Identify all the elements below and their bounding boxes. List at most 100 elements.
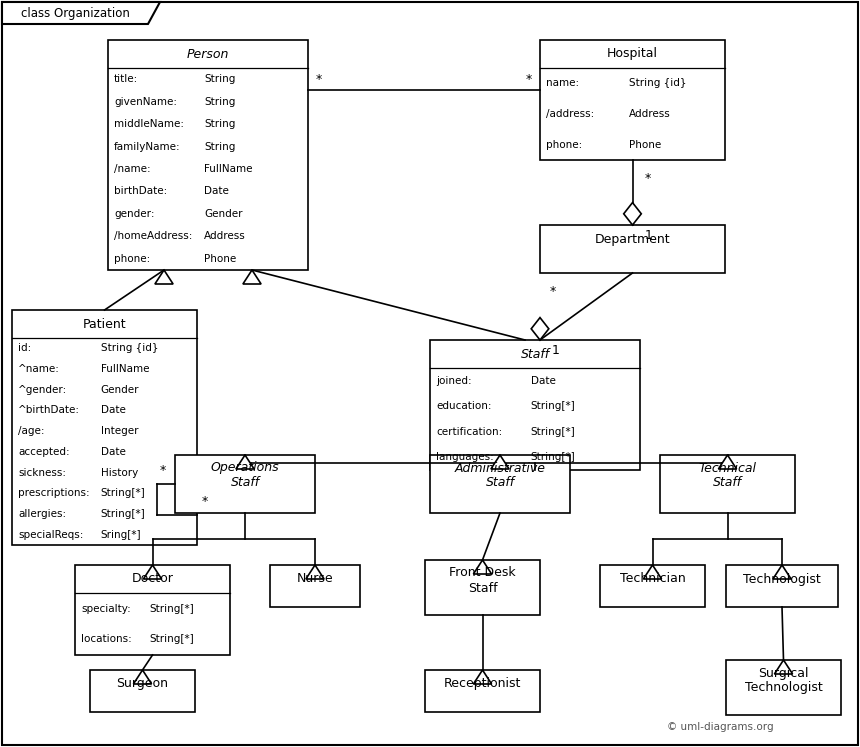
Text: Staff: Staff	[230, 477, 260, 489]
Text: languages:: languages:	[436, 452, 494, 462]
Polygon shape	[144, 565, 162, 579]
Bar	[726, 660, 841, 715]
Polygon shape	[491, 455, 509, 469]
Text: History: History	[101, 468, 138, 477]
Text: Person: Person	[187, 48, 229, 61]
Text: String[*]: String[*]	[531, 427, 575, 437]
Text: Hospital: Hospital	[607, 48, 658, 61]
Text: Date: Date	[101, 406, 126, 415]
Text: String: String	[204, 74, 236, 84]
Text: *: *	[644, 172, 651, 185]
Text: Technical: Technical	[698, 462, 757, 474]
Text: Address: Address	[204, 232, 246, 241]
Text: Phone: Phone	[204, 254, 237, 264]
Text: Gender: Gender	[101, 385, 139, 394]
Text: class Organization: class Organization	[21, 7, 130, 20]
Text: Date: Date	[204, 187, 229, 196]
Text: ^gender:: ^gender:	[18, 385, 67, 394]
Text: ^birthDate:: ^birthDate:	[18, 406, 80, 415]
Text: prescriptions:: prescriptions:	[18, 489, 89, 498]
Text: String[*]: String[*]	[150, 634, 194, 645]
Text: FullName: FullName	[101, 364, 150, 374]
Text: Front Desk: Front Desk	[449, 566, 516, 580]
Text: String {id}: String {id}	[629, 78, 686, 88]
Bar	[600, 565, 705, 607]
Text: Department: Department	[594, 232, 670, 246]
Bar	[270, 565, 360, 607]
Bar	[12, 310, 197, 545]
Polygon shape	[155, 270, 173, 284]
Polygon shape	[773, 565, 791, 579]
Text: *: *	[202, 495, 208, 508]
Text: Phone: Phone	[629, 140, 661, 149]
Polygon shape	[624, 202, 642, 225]
Text: Surgeon: Surgeon	[116, 678, 169, 690]
Text: /address:: /address:	[546, 109, 594, 119]
Polygon shape	[531, 317, 549, 340]
Text: /name:: /name:	[114, 164, 150, 174]
Bar	[660, 455, 795, 513]
Text: joined:: joined:	[436, 376, 471, 385]
Text: specialty:: specialty:	[81, 604, 131, 613]
Text: /homeAddress:: /homeAddress:	[114, 232, 193, 241]
Text: Date: Date	[531, 376, 556, 385]
Text: title:: title:	[114, 74, 138, 84]
Text: Nurse: Nurse	[297, 572, 334, 586]
Text: Staff: Staff	[520, 347, 550, 361]
Polygon shape	[236, 455, 254, 469]
Bar	[90, 670, 195, 712]
Bar	[425, 560, 540, 615]
Bar	[108, 40, 308, 270]
Text: Technician: Technician	[619, 572, 685, 586]
Text: String: String	[204, 119, 236, 129]
Text: specialReqs:: specialReqs:	[18, 530, 83, 539]
Bar	[430, 455, 570, 513]
Text: © uml-diagrams.org: © uml-diagrams.org	[666, 722, 773, 732]
Bar	[540, 40, 725, 160]
Text: Doctor: Doctor	[132, 572, 174, 586]
Text: String[*]: String[*]	[150, 604, 194, 613]
Text: education:: education:	[436, 401, 492, 412]
Text: Staff: Staff	[713, 477, 742, 489]
Text: Gender: Gender	[204, 209, 243, 219]
Text: FullName: FullName	[204, 164, 253, 174]
Text: Patient: Patient	[83, 317, 126, 330]
Text: *: *	[316, 73, 322, 86]
Text: Staff: Staff	[468, 581, 497, 595]
Text: 1: 1	[644, 229, 653, 242]
Text: familyName:: familyName:	[114, 141, 181, 152]
Text: Integer: Integer	[101, 426, 138, 436]
Text: String: String	[204, 96, 236, 107]
Text: allergies:: allergies:	[18, 509, 66, 519]
Text: String {id}: String {id}	[101, 344, 158, 353]
Polygon shape	[643, 565, 661, 579]
Bar	[430, 340, 640, 470]
Text: String: String	[204, 141, 236, 152]
Polygon shape	[718, 455, 737, 469]
Text: Date: Date	[101, 447, 126, 457]
Text: givenName:: givenName:	[114, 96, 177, 107]
Polygon shape	[133, 670, 151, 684]
Text: name:: name:	[546, 78, 579, 88]
Bar	[175, 455, 315, 513]
Polygon shape	[774, 660, 793, 674]
Text: gender:: gender:	[114, 209, 155, 219]
Text: Address: Address	[629, 109, 671, 119]
Polygon shape	[2, 2, 160, 24]
Text: id:: id:	[18, 344, 31, 353]
Text: Staff: Staff	[485, 477, 514, 489]
Text: Surgical: Surgical	[759, 666, 808, 680]
Text: *: *	[160, 464, 166, 477]
Text: /age:: /age:	[18, 426, 45, 436]
Polygon shape	[243, 270, 261, 284]
Bar	[425, 670, 540, 712]
Polygon shape	[306, 565, 324, 579]
Text: String[*]: String[*]	[531, 401, 575, 412]
Polygon shape	[473, 560, 492, 574]
Text: Administrative: Administrative	[454, 462, 545, 474]
Text: *: *	[526, 73, 532, 86]
Bar	[726, 565, 838, 607]
Text: certification:: certification:	[436, 427, 502, 437]
Text: *: *	[550, 285, 556, 298]
Text: birthDate:: birthDate:	[114, 187, 167, 196]
